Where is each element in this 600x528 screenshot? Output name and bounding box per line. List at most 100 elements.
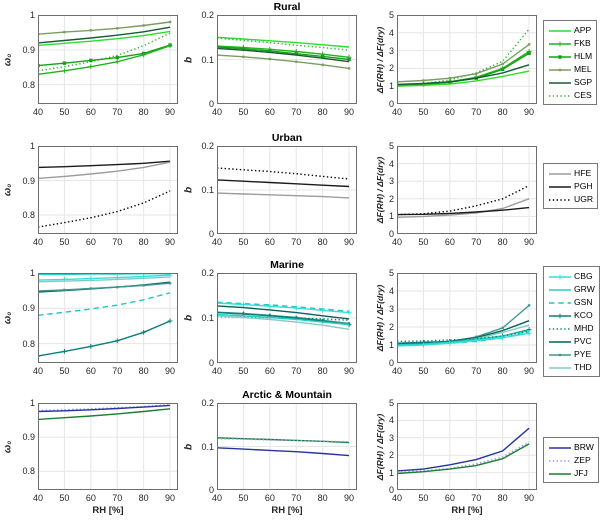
x-tick-60: 60: [444, 107, 455, 117]
x-tick-40: 40: [32, 237, 43, 247]
y-tick-1: 1: [29, 398, 35, 408]
legend-label-sgp: SGP: [574, 77, 593, 88]
legend-line-sample-grw: [549, 288, 571, 291]
plot-canvas: [38, 146, 178, 234]
plot-canvas: [397, 273, 537, 363]
plus-marker: [293, 305, 299, 311]
ylabel-b: b: [183, 56, 195, 63]
series-line-cbg: [217, 302, 350, 314]
legend-label-ces: CES: [574, 90, 592, 101]
chart-urban-forcing-ratio: [397, 146, 537, 234]
legend-entry-brw: BRW: [548, 441, 594, 454]
legend-label-pvc: PVC: [574, 336, 592, 347]
dot-marker: [558, 68, 562, 71]
dot-marker: [558, 353, 562, 356]
y-tick-1: 1: [29, 141, 35, 151]
ylabel-forcing-ratio: ΔF(RH) / ΔF(dry): [375, 413, 385, 480]
legend-urban: HFE PGH UGR: [543, 163, 599, 209]
plus-marker: [217, 300, 220, 306]
dot-marker: [501, 62, 504, 66]
legend-label-gsn: GSN: [574, 297, 593, 308]
plus-marker: [167, 318, 173, 324]
y-tick-0: 0: [388, 99, 394, 109]
x-tick-90: 90: [524, 237, 535, 247]
legend-label-brw: BRW: [574, 442, 594, 453]
square-marker: [500, 67, 505, 71]
x-tick-90: 90: [165, 237, 176, 247]
series-line-pvc: [397, 320, 530, 345]
legend-entry-thd: THD: [548, 361, 595, 374]
y-tick-0p8: 0.8: [22, 338, 35, 349]
plus-marker: [320, 307, 326, 313]
plot-canvas: [38, 273, 178, 363]
x-tick-40: 40: [211, 107, 222, 117]
plot-canvas: [217, 403, 357, 490]
x-tick-80: 80: [138, 107, 149, 117]
x-tick-70: 70: [471, 237, 482, 247]
x-tick-60: 60: [85, 366, 96, 376]
y-tick-2: 2: [388, 63, 394, 74]
y-tick-1: 1: [388, 340, 394, 350]
legend-entry-app: APP: [548, 24, 592, 37]
axes-box: [38, 403, 178, 490]
series-line-hfe: [397, 198, 530, 218]
y-tick-1: 1: [388, 467, 394, 478]
plot-canvas: [38, 15, 178, 104]
legend-line-sample-ces: [549, 94, 571, 97]
plot-background: [397, 403, 537, 490]
y-tick-3: 3: [388, 304, 394, 314]
dot-marker: [116, 285, 119, 289]
x-tick-90: 90: [524, 107, 535, 117]
legend-line-sample-mel: [549, 68, 571, 71]
square-marker: [268, 49, 272, 53]
x-tick-70: 70: [112, 237, 123, 247]
plot-background: [397, 146, 537, 234]
legend-label-app: APP: [574, 25, 592, 36]
series-line-app: [397, 70, 530, 87]
plot-canvas: [397, 146, 537, 234]
plus-marker: [421, 342, 426, 348]
axes-box: [217, 146, 357, 234]
y-tick-0: 0: [208, 485, 214, 495]
x-tick-80: 80: [317, 493, 328, 503]
series-line-sgp: [217, 47, 350, 63]
y-tick-0p2: 0.2: [201, 398, 214, 408]
x-tick-70: 70: [291, 107, 302, 117]
square-marker: [294, 52, 298, 56]
legend-line-sample-mhd: [549, 327, 571, 330]
square-marker: [320, 54, 325, 59]
series-line-sgp: [397, 64, 530, 86]
series-line-brw: [397, 427, 530, 472]
series-line-pvc: [217, 305, 350, 320]
square-marker: [527, 51, 531, 55]
plus-marker: [500, 335, 506, 341]
dot-marker: [168, 20, 172, 24]
legend-line-sample-hfe: [549, 172, 571, 175]
plus-marker: [38, 277, 41, 283]
x-tick-80: 80: [138, 366, 149, 376]
square-marker: [241, 47, 246, 51]
dot-marker: [242, 55, 245, 59]
legend-line-sample-jfj: [549, 472, 571, 475]
dot-marker: [527, 43, 531, 46]
series-line-brw: [217, 447, 350, 457]
legend-rural: APP FKB HLM MEL SGP CES: [543, 20, 598, 105]
dot-marker: [347, 67, 351, 70]
y-tick-5: 5: [388, 268, 394, 278]
x-tick-50: 50: [238, 366, 249, 376]
y-tick-0p1: 0.1: [201, 185, 214, 195]
series-line-kco: [217, 311, 350, 326]
series-line-hlm: [217, 46, 350, 61]
plus-marker: [217, 310, 220, 315]
x-tick-60: 60: [85, 107, 96, 117]
legend-label-jfj: JFJ: [574, 468, 588, 479]
plot-canvas: [217, 273, 357, 363]
legend-line-sample-brw: [549, 446, 571, 449]
y-tick-3: 3: [388, 432, 394, 443]
legend-line-sample-sgp: [549, 81, 571, 84]
x-tick-70: 70: [291, 493, 302, 503]
plus-marker: [62, 348, 67, 354]
y-tick-1: 1: [388, 211, 394, 222]
series-line-mel: [38, 21, 171, 35]
